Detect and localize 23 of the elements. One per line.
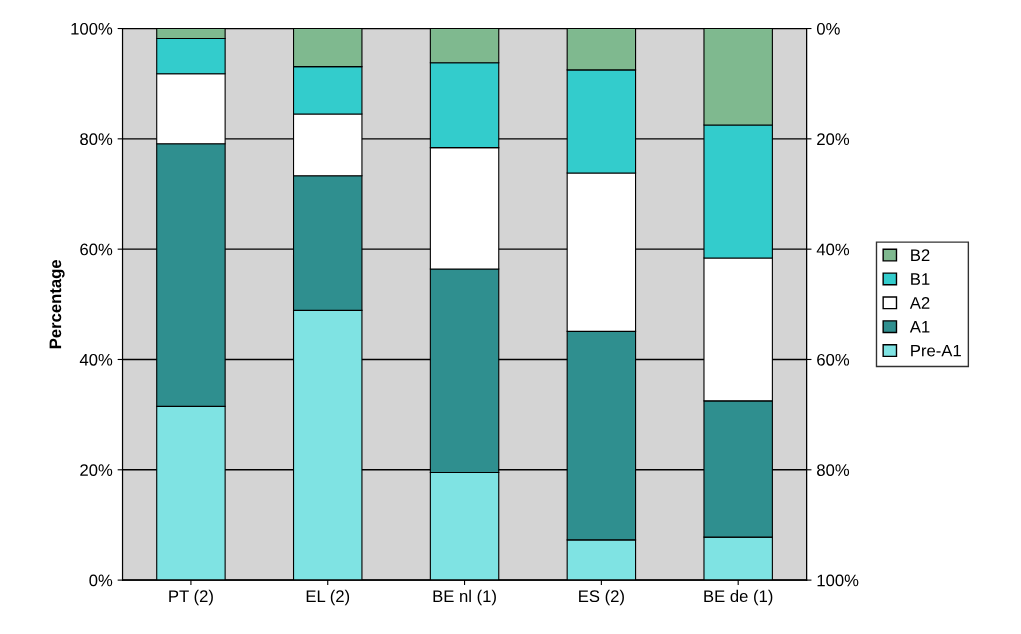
- legend-label: A2: [909, 296, 930, 309]
- y-tick-label: 80%: [80, 133, 113, 146]
- y2-tick-label: 100%: [817, 574, 859, 587]
- y2-tick-label: 0%: [816, 22, 840, 35]
- y2-tick-label: 20%: [817, 133, 850, 146]
- x-tick-label: PT (2): [169, 589, 213, 606]
- legend-label: B2: [911, 249, 930, 261]
- x-tick-label: ES (2): [579, 589, 624, 606]
- y-tick-label: 20%: [80, 464, 113, 476]
- y-axis-title: Percentage: [49, 259, 65, 349]
- y2-tick-label: 80%: [817, 464, 850, 476]
- y2-tick-label: 60%: [817, 353, 850, 366]
- x-tick-label: BE nl (1): [433, 589, 496, 606]
- y-tick-label: 40%: [79, 353, 113, 366]
- x-tick-label: EL (2): [306, 589, 350, 606]
- legend-label: B1: [911, 273, 930, 285]
- legend-label: Pre-A1: [911, 344, 961, 357]
- y-tick-label: 100%: [71, 22, 113, 35]
- y-tick-label: 60%: [80, 243, 113, 256]
- x-tick-label: BE de (1): [704, 589, 773, 606]
- y2-tick-label: 40%: [816, 243, 850, 256]
- y-tick-label: 0%: [89, 574, 113, 587]
- legend-label: A1: [909, 321, 930, 333]
